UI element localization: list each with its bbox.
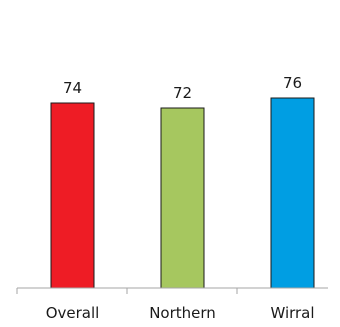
value-label-northern: 72 bbox=[173, 84, 192, 102]
x-axis bbox=[16, 287, 328, 294]
x-axis-ticks bbox=[16, 288, 238, 294]
category-labels-group: Overall Northern Wirral bbox=[46, 304, 315, 322]
value-label-wirral: 76 bbox=[283, 74, 302, 92]
category-label-wirral: Wirral bbox=[270, 304, 314, 322]
category-label-northern: Northern bbox=[149, 304, 216, 322]
bar-wirral bbox=[270, 97, 315, 289]
value-labels-group: 74 72 76 bbox=[63, 74, 302, 102]
category-label-overall: Overall bbox=[46, 304, 100, 322]
bar-overall bbox=[50, 102, 95, 289]
bars-group bbox=[50, 97, 315, 289]
value-label-overall: 74 bbox=[63, 79, 82, 97]
bar-northern bbox=[160, 107, 205, 289]
